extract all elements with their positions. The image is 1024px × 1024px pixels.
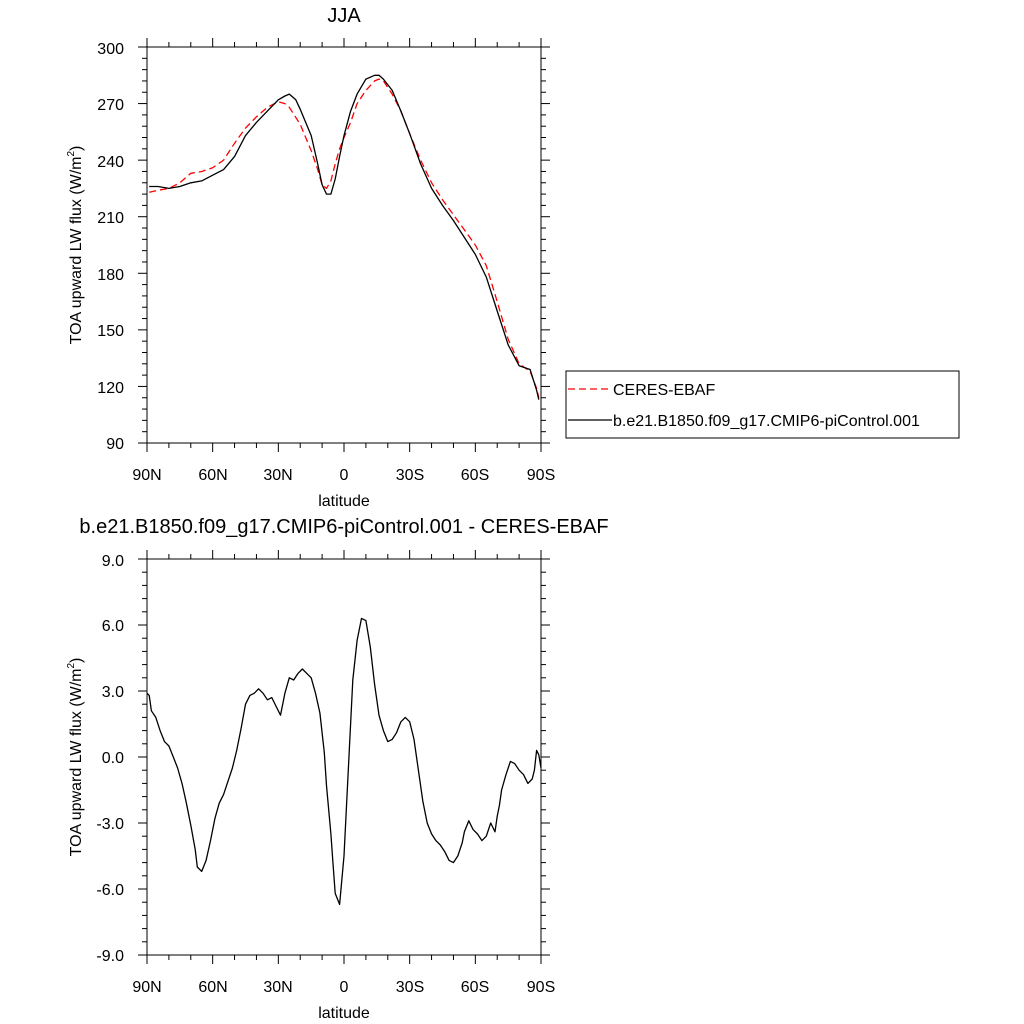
y-tick-label: 9.0 (102, 553, 124, 570)
panel-top: JJA 90 120 150 180 210 240 270 300 90N 6… (66, 5, 960, 510)
x-tick-label: 30N (263, 467, 292, 484)
x-tick-label: 0 (340, 979, 349, 996)
x-tick-labels: 90N 60N 30N 0 30S 60S 90S (132, 979, 555, 996)
series-line-model (149, 74, 540, 400)
y-tick-label: 300 (97, 41, 124, 58)
y-tick-label: -3.0 (96, 816, 124, 833)
x-tick-label: 30S (396, 979, 424, 996)
x-tick-label: 0 (340, 467, 349, 484)
plot-frame (146, 46, 542, 444)
x-tick-label: 90N (132, 979, 161, 996)
y-tick-labels: -9.0 -6.0 -3.0 0.0 3.0 6.0 9.0 (96, 553, 124, 965)
legend-label-model: b.e21.B1850.f09_g17.CMIP6-piControl.001 (613, 413, 920, 430)
y-tick-label: 6.0 (102, 618, 124, 635)
y-tick-label: 150 (97, 323, 124, 340)
x-axis-label: latitude (318, 1005, 370, 1022)
axis-ticks (138, 38, 550, 452)
legend-box (565, 370, 960, 439)
x-tick-label: 90S (527, 467, 555, 484)
legend: CERES-EBAF b.e21.B1850.f09_g17.CMIP6-piC… (565, 370, 960, 439)
x-axis-label: latitude (318, 493, 370, 510)
y-tick-label: 270 (97, 97, 124, 114)
x-tick-label: 30S (396, 467, 424, 484)
y-tick-label: -6.0 (96, 882, 124, 899)
y-axis-label: TOA upward LW flux (W/m2) (66, 658, 85, 857)
y-tick-label: -9.0 (96, 948, 124, 965)
x-tick-label: 30N (263, 979, 292, 996)
x-tick-label: 90N (132, 467, 161, 484)
series-group (149, 74, 540, 400)
y-tick-label: 240 (97, 154, 124, 171)
panel-bottom: b.e21.B1850.f09_g17.CMIP6-piControl.001 … (66, 516, 609, 1022)
series-line-model (146, 617, 542, 906)
x-tick-label: 60N (198, 979, 227, 996)
y-axis-label: TOA upward LW flux (W/m2) (66, 146, 85, 345)
x-tick-label: 60S (461, 979, 489, 996)
y-tick-labels: 90 120 150 180 210 240 270 300 (97, 41, 124, 453)
axis-ticks (138, 550, 550, 964)
chart-title: JJA (327, 5, 361, 27)
x-tick-label: 60S (461, 467, 489, 484)
y-tick-label: 3.0 (102, 684, 124, 701)
y-tick-label: 0.0 (102, 750, 124, 767)
plot-frame (146, 558, 542, 956)
x-tick-labels: 90N 60N 30N 0 30S 60S 90S (132, 467, 555, 484)
series-group (146, 617, 542, 906)
y-tick-label: 90 (106, 436, 124, 453)
x-tick-label: 60N (198, 467, 227, 484)
chart-title: b.e21.B1850.f09_g17.CMIP6-piControl.001 … (79, 516, 608, 538)
x-tick-label: 90S (527, 979, 555, 996)
y-tick-label: 210 (97, 210, 124, 227)
y-tick-label: 120 (97, 380, 124, 397)
series-line-ceres (149, 78, 540, 398)
legend-label-ceres: CERES-EBAF (613, 382, 715, 399)
y-tick-label: 180 (97, 267, 124, 284)
